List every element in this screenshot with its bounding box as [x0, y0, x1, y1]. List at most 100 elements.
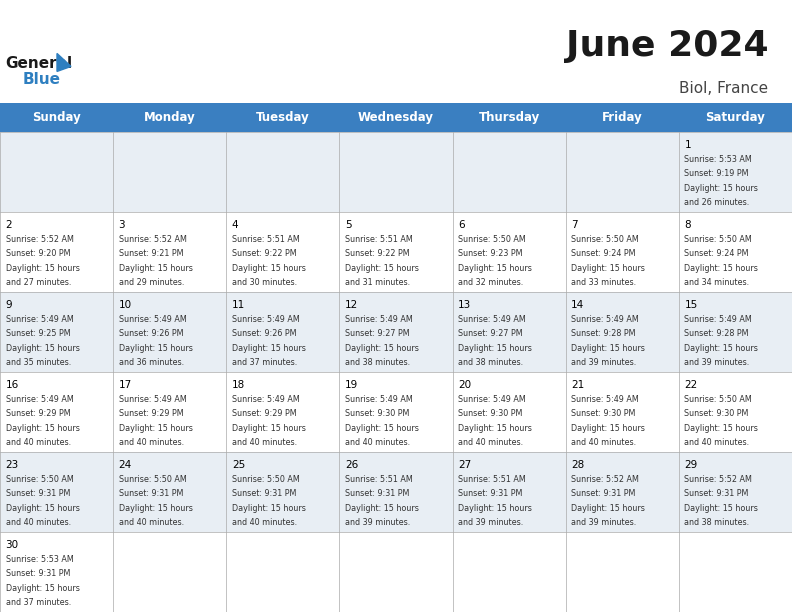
Text: 13: 13 [458, 300, 471, 310]
Text: Sunrise: 5:49 AM: Sunrise: 5:49 AM [458, 315, 526, 324]
Text: 18: 18 [232, 380, 245, 390]
Text: and 40 minutes.: and 40 minutes. [6, 438, 70, 447]
Text: and 29 minutes.: and 29 minutes. [119, 278, 184, 287]
Text: and 26 minutes.: and 26 minutes. [684, 198, 749, 207]
Text: 9: 9 [6, 300, 12, 310]
Text: and 35 minutes.: and 35 minutes. [6, 358, 70, 367]
Text: Sunset: 9:31 PM: Sunset: 9:31 PM [6, 569, 70, 578]
Text: and 40 minutes.: and 40 minutes. [6, 518, 70, 527]
Text: Daylight: 15 hours: Daylight: 15 hours [6, 584, 79, 592]
Text: Daylight: 15 hours: Daylight: 15 hours [6, 264, 79, 273]
Text: 10: 10 [119, 300, 131, 310]
Text: and 40 minutes.: and 40 minutes. [684, 438, 749, 447]
Text: Sunrise: 5:50 AM: Sunrise: 5:50 AM [119, 474, 186, 483]
Text: Daylight: 15 hours: Daylight: 15 hours [684, 344, 758, 353]
Text: Sunset: 9:31 PM: Sunset: 9:31 PM [345, 489, 409, 498]
Text: Daylight: 15 hours: Daylight: 15 hours [571, 424, 645, 433]
Text: Daylight: 15 hours: Daylight: 15 hours [232, 424, 306, 433]
Text: 12: 12 [345, 300, 358, 310]
Text: and 38 minutes.: and 38 minutes. [458, 358, 524, 367]
Text: and 30 minutes.: and 30 minutes. [232, 278, 297, 287]
Text: 8: 8 [684, 220, 691, 230]
Text: Sunrise: 5:50 AM: Sunrise: 5:50 AM [684, 395, 752, 404]
Text: Daylight: 15 hours: Daylight: 15 hours [119, 424, 192, 433]
Text: and 39 minutes.: and 39 minutes. [458, 518, 524, 527]
Text: Sunrise: 5:50 AM: Sunrise: 5:50 AM [571, 234, 639, 244]
Text: General: General [5, 56, 72, 72]
Bar [0, 372, 792, 452]
Text: Sunset: 9:31 PM: Sunset: 9:31 PM [232, 489, 296, 498]
Text: and 40 minutes.: and 40 minutes. [232, 518, 297, 527]
Text: 15: 15 [684, 300, 698, 310]
Text: Sunday: Sunday [32, 111, 81, 124]
Text: and 39 minutes.: and 39 minutes. [684, 358, 749, 367]
Text: Daylight: 15 hours: Daylight: 15 hours [232, 504, 306, 513]
Text: Sunrise: 5:49 AM: Sunrise: 5:49 AM [232, 315, 299, 324]
Text: 5: 5 [345, 220, 352, 230]
Text: and 38 minutes.: and 38 minutes. [345, 358, 410, 367]
Text: and 40 minutes.: and 40 minutes. [232, 438, 297, 447]
Text: and 39 minutes.: and 39 minutes. [571, 518, 637, 527]
Text: Daylight: 15 hours: Daylight: 15 hours [345, 424, 419, 433]
Text: 20: 20 [458, 380, 471, 390]
Text: and 40 minutes.: and 40 minutes. [571, 438, 636, 447]
Text: Sunrise: 5:49 AM: Sunrise: 5:49 AM [571, 315, 639, 324]
Text: Sunrise: 5:49 AM: Sunrise: 5:49 AM [6, 315, 73, 324]
Text: and 40 minutes.: and 40 minutes. [119, 438, 184, 447]
Text: Sunrise: 5:49 AM: Sunrise: 5:49 AM [6, 395, 73, 404]
Text: Sunset: 9:29 PM: Sunset: 9:29 PM [119, 409, 183, 418]
Text: Sunrise: 5:53 AM: Sunrise: 5:53 AM [684, 155, 752, 164]
Text: Sunrise: 5:51 AM: Sunrise: 5:51 AM [232, 234, 299, 244]
Text: and 37 minutes.: and 37 minutes. [6, 598, 70, 607]
Text: 4: 4 [232, 220, 238, 230]
Text: Sunset: 9:31 PM: Sunset: 9:31 PM [119, 489, 183, 498]
Text: 26: 26 [345, 460, 358, 470]
Text: Sunset: 9:19 PM: Sunset: 9:19 PM [684, 170, 749, 178]
Text: Sunset: 9:24 PM: Sunset: 9:24 PM [571, 249, 636, 258]
Text: Sunrise: 5:49 AM: Sunrise: 5:49 AM [345, 315, 413, 324]
Text: Sunrise: 5:53 AM: Sunrise: 5:53 AM [6, 554, 73, 564]
Text: Sunrise: 5:49 AM: Sunrise: 5:49 AM [119, 315, 186, 324]
Text: 19: 19 [345, 380, 358, 390]
Text: and 40 minutes.: and 40 minutes. [345, 438, 410, 447]
Text: and 37 minutes.: and 37 minutes. [232, 358, 297, 367]
Text: and 27 minutes.: and 27 minutes. [6, 278, 70, 287]
Text: Sunset: 9:20 PM: Sunset: 9:20 PM [6, 249, 70, 258]
Text: June 2024: June 2024 [565, 29, 768, 63]
Text: 28: 28 [571, 460, 584, 470]
Text: Daylight: 15 hours: Daylight: 15 hours [6, 424, 79, 433]
Text: 17: 17 [119, 380, 132, 390]
Text: 24: 24 [119, 460, 132, 470]
Text: Thursday: Thursday [478, 111, 540, 124]
Text: Sunrise: 5:49 AM: Sunrise: 5:49 AM [684, 315, 752, 324]
Text: Daylight: 15 hours: Daylight: 15 hours [6, 504, 79, 513]
Text: Sunrise: 5:50 AM: Sunrise: 5:50 AM [6, 474, 73, 483]
Text: and 40 minutes.: and 40 minutes. [458, 438, 524, 447]
Text: Daylight: 15 hours: Daylight: 15 hours [458, 424, 532, 433]
Text: Sunrise: 5:50 AM: Sunrise: 5:50 AM [232, 474, 299, 483]
Text: Daylight: 15 hours: Daylight: 15 hours [571, 264, 645, 273]
Text: Sunset: 9:31 PM: Sunset: 9:31 PM [684, 489, 748, 498]
Text: 27: 27 [458, 460, 471, 470]
Bar [0, 212, 792, 292]
Text: Sunset: 9:22 PM: Sunset: 9:22 PM [345, 249, 409, 258]
Text: 7: 7 [571, 220, 578, 230]
Text: 2: 2 [6, 220, 12, 230]
Text: Saturday: Saturday [706, 111, 765, 124]
Text: 11: 11 [232, 300, 245, 310]
Text: and 39 minutes.: and 39 minutes. [345, 518, 410, 527]
Text: Sunset: 9:30 PM: Sunset: 9:30 PM [458, 409, 523, 418]
Text: and 39 minutes.: and 39 minutes. [571, 358, 637, 367]
Text: 25: 25 [232, 460, 245, 470]
Text: and 31 minutes.: and 31 minutes. [345, 278, 410, 287]
Text: Sunrise: 5:49 AM: Sunrise: 5:49 AM [119, 395, 186, 404]
Bar [0, 292, 792, 372]
Text: Sunset: 9:22 PM: Sunset: 9:22 PM [232, 249, 296, 258]
Text: 30: 30 [6, 540, 19, 550]
Text: Daylight: 15 hours: Daylight: 15 hours [684, 264, 758, 273]
Text: Sunrise: 5:49 AM: Sunrise: 5:49 AM [571, 395, 639, 404]
Text: Sunrise: 5:52 AM: Sunrise: 5:52 AM [119, 234, 187, 244]
Text: Sunrise: 5:52 AM: Sunrise: 5:52 AM [684, 474, 752, 483]
Text: Daylight: 15 hours: Daylight: 15 hours [119, 344, 192, 353]
Text: Sunrise: 5:49 AM: Sunrise: 5:49 AM [232, 395, 299, 404]
